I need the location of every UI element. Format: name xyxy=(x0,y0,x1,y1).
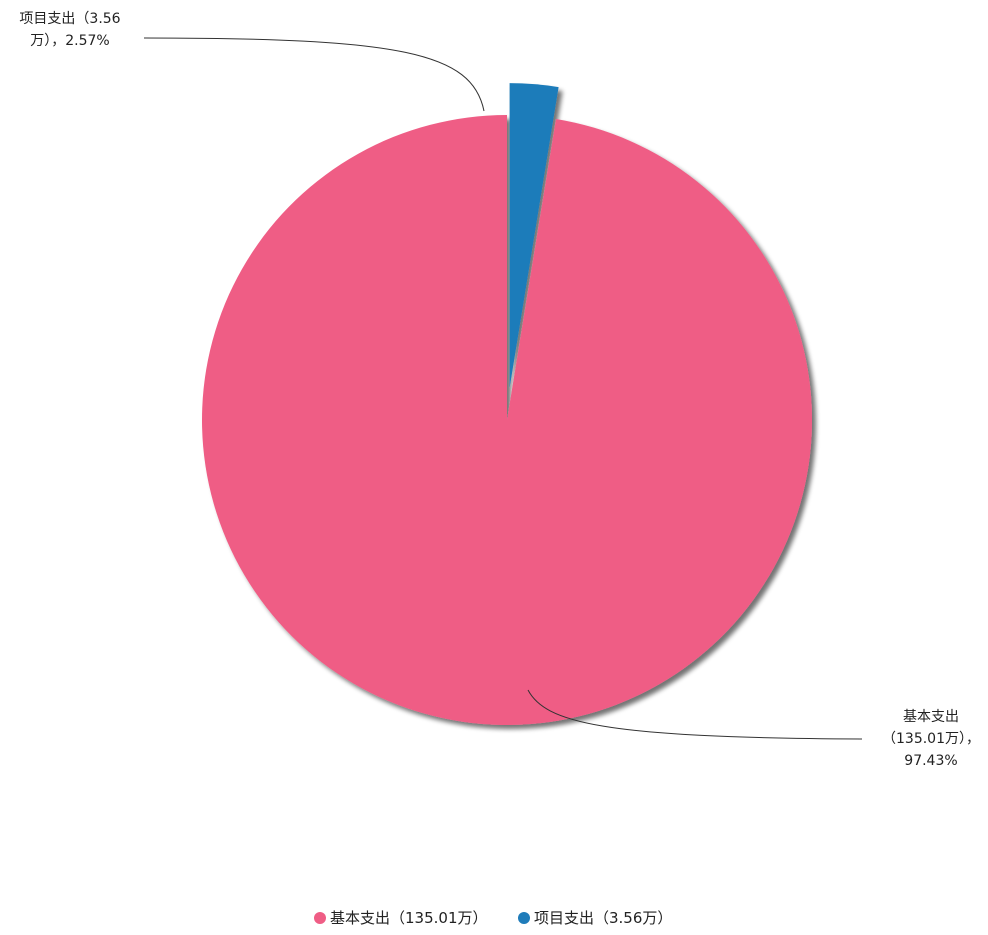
data-labels: 基本支出 （135.01万）， 97.43% 项目支出（3.56 万），2.57% xyxy=(19,11,980,769)
pie-slice-basic[interactable] xyxy=(202,114,813,725)
legend-marker xyxy=(518,912,530,924)
legend-item-project[interactable]: 项目支出（3.56万） xyxy=(518,909,672,927)
pie-slice-project[interactable] xyxy=(509,83,559,389)
data-label-line: 97.43% xyxy=(904,753,957,769)
data-label-line: 项目支出（3.56 xyxy=(19,11,120,27)
leader-line-project xyxy=(143,37,485,112)
leader-line-basic xyxy=(527,689,863,740)
leader-lines xyxy=(143,37,863,740)
legend-label: 项目支出（3.56万） xyxy=(534,909,672,927)
legend-marker xyxy=(314,912,326,924)
data-label-line: （135.01万）， xyxy=(882,731,980,747)
data-label-basic: 基本支出 （135.01万）， 97.43% xyxy=(882,708,980,769)
legend-item-basic[interactable]: 基本支出（135.01万） xyxy=(314,909,488,927)
data-label-line: 万），2.57% xyxy=(30,33,109,49)
data-label-project: 项目支出（3.56 万），2.57% xyxy=(19,11,120,49)
legend: 基本支出（135.01万） 项目支出（3.56万） xyxy=(314,909,672,927)
legend-label: 基本支出（135.01万） xyxy=(330,909,488,927)
pie-slices xyxy=(202,83,813,725)
data-label-line: 基本支出 xyxy=(903,708,959,725)
